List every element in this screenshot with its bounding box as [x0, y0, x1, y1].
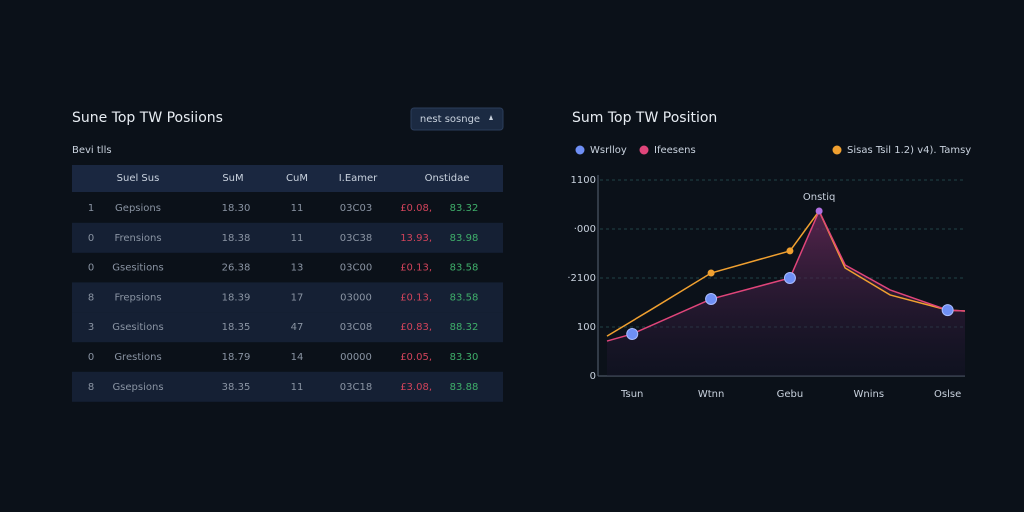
table-header-cell: Suel Sus — [117, 173, 160, 184]
table-cell: 8 — [88, 292, 94, 303]
legend-swatch — [639, 145, 649, 155]
table-row — [72, 312, 503, 343]
table-cell: £3.08, — [400, 382, 432, 393]
table-cell: 03C38 — [340, 233, 372, 244]
table-cell: 3 — [88, 322, 94, 333]
table-header-cell: I.Eamer — [339, 173, 378, 184]
point — [783, 272, 796, 284]
table-cell: 03C18 — [340, 382, 372, 393]
marker — [707, 269, 715, 277]
table-row — [72, 222, 503, 253]
marker — [786, 247, 794, 255]
table-header — [72, 165, 503, 192]
table-cell: 83.32 — [450, 203, 479, 214]
table-cell: 03C08 — [340, 322, 372, 333]
table-cell: Gsesitions — [112, 322, 163, 333]
y-tick-label: 1100 — [571, 175, 596, 186]
table-row — [72, 282, 503, 313]
table-cell: 83.30 — [450, 352, 479, 363]
x-tick-label: Wnins — [854, 389, 885, 400]
y-tick-label: 0 — [590, 371, 596, 382]
table-cell: 38.35 — [222, 382, 251, 393]
peak-marker — [815, 207, 823, 215]
table-cell: Gsesitions — [112, 263, 163, 274]
panel-title: Sune Top TW Posiions — [72, 110, 223, 126]
y-tick-label: ·000 — [574, 224, 596, 235]
table-cell: 83.88 — [450, 382, 479, 393]
table-cell: £0.13, — [400, 263, 432, 274]
table-cell: 18.38 — [222, 233, 251, 244]
table-header-cell: Onstidae — [425, 173, 470, 184]
table-cell: 13 — [291, 263, 304, 274]
x-tick-label: Oslse — [934, 389, 961, 400]
table-cell: 03C00 — [340, 263, 372, 274]
table-cell: 03C03 — [340, 203, 372, 214]
y-tick-label: ·2100 — [567, 273, 596, 284]
legend-swatch — [575, 145, 585, 155]
table-cell: 47 — [291, 322, 304, 333]
table-cell: Frepsions — [114, 292, 161, 303]
table-cell: 18.35 — [222, 322, 251, 333]
legend-label: Sisas Tsil 1.2) v4). Tamsy — [847, 145, 971, 156]
button[interactable] — [410, 107, 504, 131]
table-cell: 18.79 — [222, 352, 251, 363]
table-cell: 18.30 — [222, 203, 251, 214]
table-cell: 11 — [291, 382, 304, 393]
table-cell: 03000 — [340, 292, 372, 303]
legend-label: Wsrlloy — [590, 145, 627, 156]
chart-title: Sum Top TW Position — [572, 110, 717, 126]
table-cell: £0.05, — [400, 352, 432, 363]
table-cell: 0 — [88, 263, 94, 274]
table-cell: 83.58 — [450, 263, 479, 274]
subtitle: Bevi tlls — [72, 145, 112, 156]
table-cell: 00000 — [340, 352, 372, 363]
table-cell: 26.38 — [222, 263, 251, 274]
legend-label: Ifeesens — [654, 145, 696, 156]
table-cell: 83.58 — [450, 292, 479, 303]
table-cell: 8 — [88, 382, 94, 393]
legend-swatch — [832, 145, 842, 155]
table-cell: 0 — [88, 233, 94, 244]
table-cell: Gepsions — [115, 203, 161, 214]
x-tick-label: Wtnn — [698, 389, 724, 400]
button-icon[interactable] — [489, 115, 493, 120]
table-cell: 14 — [291, 352, 304, 363]
table-cell: 88.32 — [450, 322, 479, 333]
table-cell: £0.13, — [400, 292, 432, 303]
table-cell: Gsepsions — [112, 382, 163, 393]
table-cell: £0.08, — [400, 203, 432, 214]
button-label[interactable]: nest sosnge — [420, 114, 480, 125]
table-row — [72, 371, 503, 402]
table-cell: 83.98 — [450, 233, 479, 244]
area — [607, 211, 965, 376]
point — [941, 304, 954, 317]
annotation: Onstiq — [803, 192, 835, 203]
table-header-cell: SuM — [222, 173, 243, 184]
x-tick-label: Tsun — [620, 389, 643, 400]
table-cell: 18.39 — [222, 292, 251, 303]
table-cell: 11 — [291, 233, 304, 244]
y-tick-label: 100 — [577, 322, 596, 333]
table-cell: 0 — [88, 352, 94, 363]
table-cell: 13.93, — [400, 233, 432, 244]
table-header-cell: CuM — [286, 173, 308, 184]
point — [626, 327, 639, 340]
table-cell: 11 — [291, 203, 304, 214]
table-cell: Grestions — [114, 352, 161, 363]
table-cell: 17 — [291, 292, 304, 303]
point — [705, 293, 718, 306]
table-cell: 1 — [88, 203, 94, 214]
table-cell: £0.83, — [400, 322, 432, 333]
table-cell: Frensions — [114, 233, 161, 244]
x-tick-label: Gebu — [777, 389, 804, 400]
